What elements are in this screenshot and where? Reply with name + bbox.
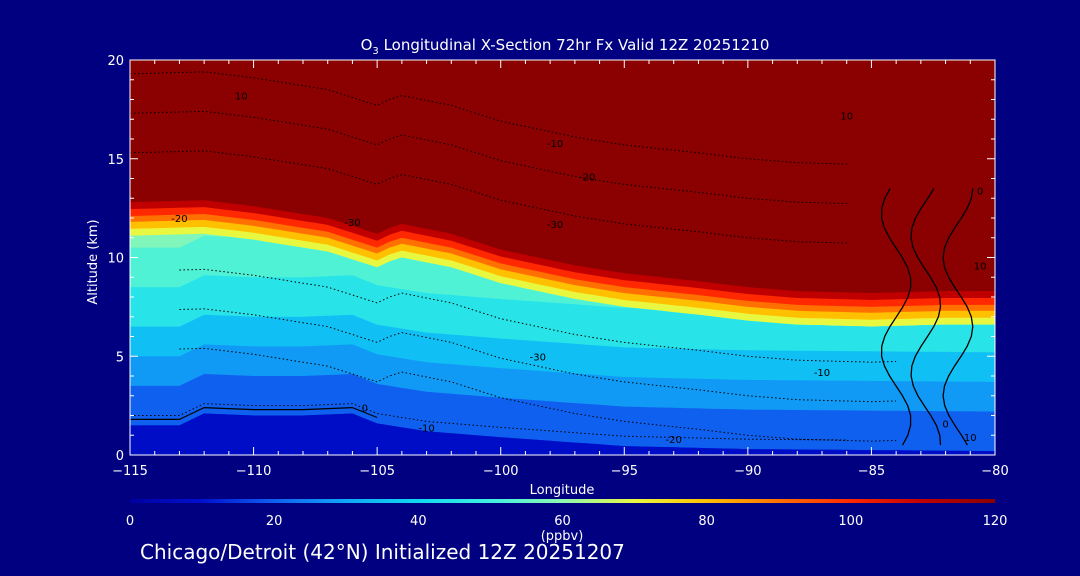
y-tick-label: 10: [107, 252, 124, 267]
x-tick-label: −100: [483, 464, 519, 479]
contour-labels: 10 -10 -20 10 -20 -30 -30 0 10 -30 -10 -10 -20 0 0 10: [171, 92, 986, 447]
contour-east-1: [910, 188, 942, 446]
contour-label: 10: [235, 92, 248, 103]
y-axis-label: Altitude (km): [86, 219, 101, 304]
colorbar-ramp: [130, 499, 995, 503]
contour-tropo-0: [179, 268, 897, 363]
contour-label: -30: [547, 220, 563, 231]
title-species-subscript: 3: [372, 46, 378, 57]
contour-label: -20: [171, 214, 187, 225]
x-tick-label: −80: [981, 464, 1008, 479]
x-tick-label: −115: [112, 464, 148, 479]
x-tick-label: −95: [611, 464, 638, 479]
axes: −115 −110 −105 −100 −95 −90 −85 −80 0 5 10 15 20: [107, 54, 1008, 479]
chart-title: O3 Longitudinal X-Section 72hr Fx Valid …: [361, 36, 770, 57]
contour-label: 0: [362, 404, 368, 415]
contour-terrain-zero: [130, 406, 378, 420]
x-axis-label: Longitude: [530, 483, 595, 498]
y-tick-label: 0: [116, 449, 124, 464]
footer-run-info: Chicago/Detroit (42°N) Initialized 12Z 2…: [140, 540, 625, 564]
colorbar-tick-label: 0: [126, 514, 134, 529]
title-species: O: [361, 36, 373, 54]
contour-label: -10: [547, 139, 563, 150]
contour-strato-1: [130, 110, 847, 204]
ozone-color-field: [130, 60, 995, 455]
colorbar-tick-label: 80: [698, 514, 715, 529]
y-tick-label: 20: [107, 54, 124, 69]
contour-label: -30: [344, 218, 360, 229]
title-rest: Longitudinal X-Section 72hr Fx Valid 12Z…: [379, 36, 770, 54]
colorbar-tick-label: 120: [983, 514, 1008, 529]
colorbar-tick-label: 40: [410, 514, 427, 529]
x-tick-label: −90: [734, 464, 761, 479]
contour-label: -20: [666, 435, 682, 446]
y-tick-label: 5: [116, 350, 124, 365]
colorbar-tick-labels: 0 20 40 60 80 100 120: [126, 514, 1008, 529]
x-tick-label: −85: [858, 464, 885, 479]
colorbar-tick-label: 60: [554, 514, 571, 529]
contour-label: 10: [974, 261, 987, 272]
contour-tropo-1: [179, 308, 897, 403]
colorbar-unit-label: (ppbv): [541, 529, 584, 544]
contour-label: 10: [964, 433, 977, 444]
colorbar-tick-label: 100: [838, 514, 863, 529]
contour-label: -10: [814, 368, 830, 379]
contour-label: 0: [942, 419, 948, 430]
contour-lines: [130, 71, 974, 446]
contour-label: 0: [977, 186, 983, 197]
y-tick-label: 15: [107, 153, 124, 168]
x-tick-label: −105: [359, 464, 395, 479]
x-tick-label: −110: [236, 464, 272, 479]
contour-strato-0: [130, 150, 847, 244]
colorbar: 0 20 40 60 80 100 120 (ppbv): [126, 499, 1008, 544]
contour-label: 10: [840, 111, 853, 122]
contour-tropo-2: [179, 347, 897, 442]
contour-east-2: [942, 188, 974, 446]
colorbar-tick-label: 20: [266, 514, 283, 529]
contour-label: -10: [418, 423, 434, 434]
contour-strato-2: [130, 71, 847, 165]
contour-label: -30: [530, 352, 546, 363]
plot-area: 10 -10 -20 10 -20 -30 -30 0 10 -30 -10 -10 -20 0 0 10: [130, 60, 995, 455]
terrain-mask: [130, 413, 995, 455]
contour-east-0: [880, 188, 912, 446]
contour-label: -20: [579, 173, 595, 184]
